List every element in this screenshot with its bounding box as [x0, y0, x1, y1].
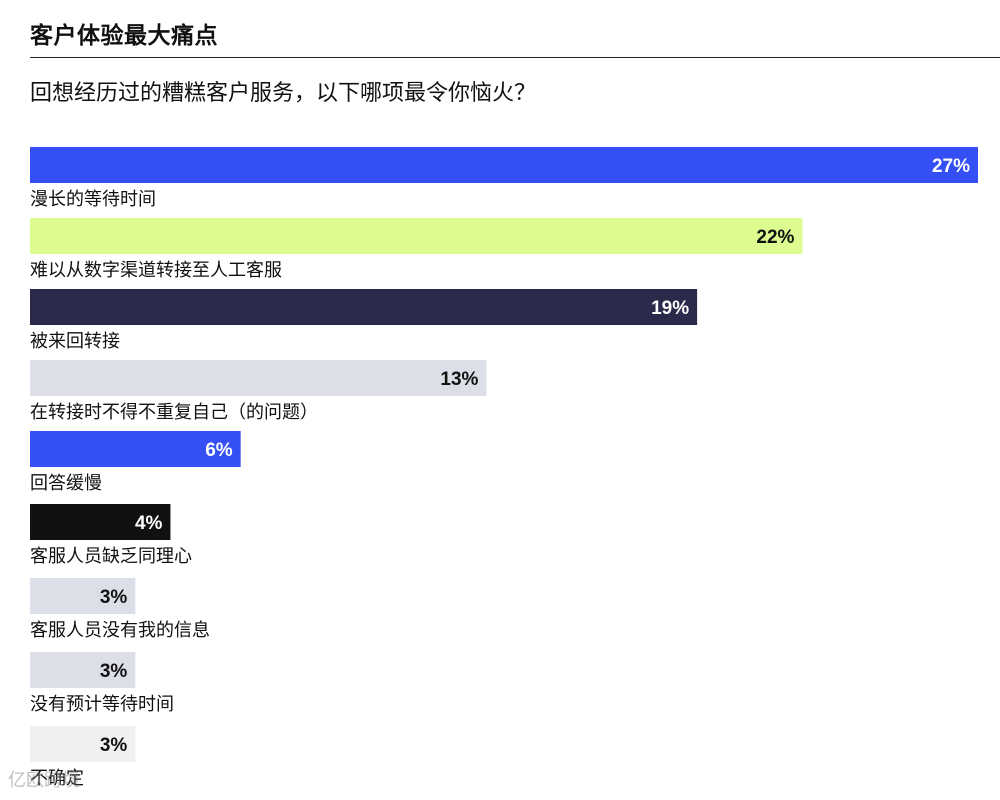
bar-value-label-4: 13% [440, 369, 478, 390]
watermark: 亿欧跨境 [8, 770, 80, 791]
bar-value-label-1: 27% [932, 156, 970, 177]
chart-title: 客户体验最大痛点 [30, 23, 218, 49]
category-label-7: 客服人员没有我的信息 [30, 620, 210, 641]
category-label-8: 没有预计等待时间 [30, 694, 174, 715]
chart-subtitle: 回想经历过的糟糕客户服务，以下哪项最令你恼火？ [30, 81, 537, 106]
category-label-4: 在转接时不得不重复自己（的问题） [30, 402, 318, 423]
bar-1 [30, 147, 978, 183]
title-divider [30, 57, 1000, 58]
category-label-3: 被来回转接 [30, 331, 120, 352]
bar-value-label-8: 3% [100, 661, 128, 682]
category-label-5: 回答缓慢 [30, 473, 102, 494]
bar-6 [30, 504, 171, 540]
category-label-9: 不确定 [30, 768, 84, 789]
bar-value-label-9: 3% [100, 735, 128, 756]
bar-value-label-5: 6% [205, 440, 233, 461]
bar-8 [30, 652, 136, 688]
category-label-1: 漫长的等待时间 [30, 189, 156, 210]
bar-9 [30, 726, 136, 762]
bar-5 [30, 431, 241, 467]
bar-value-label-6: 4% [135, 513, 163, 534]
bar-value-label-2: 22% [756, 227, 794, 248]
bar-value-label-3: 19% [651, 298, 689, 319]
bar-3 [30, 289, 698, 325]
bar-7 [30, 578, 136, 614]
bar-2 [30, 218, 803, 254]
bar-value-label-7: 3% [100, 587, 128, 608]
category-label-6: 客服人员缺乏同理心 [30, 546, 192, 567]
bar-4 [30, 360, 487, 396]
category-label-2: 难以从数字渠道转接至人工客服 [30, 260, 282, 281]
